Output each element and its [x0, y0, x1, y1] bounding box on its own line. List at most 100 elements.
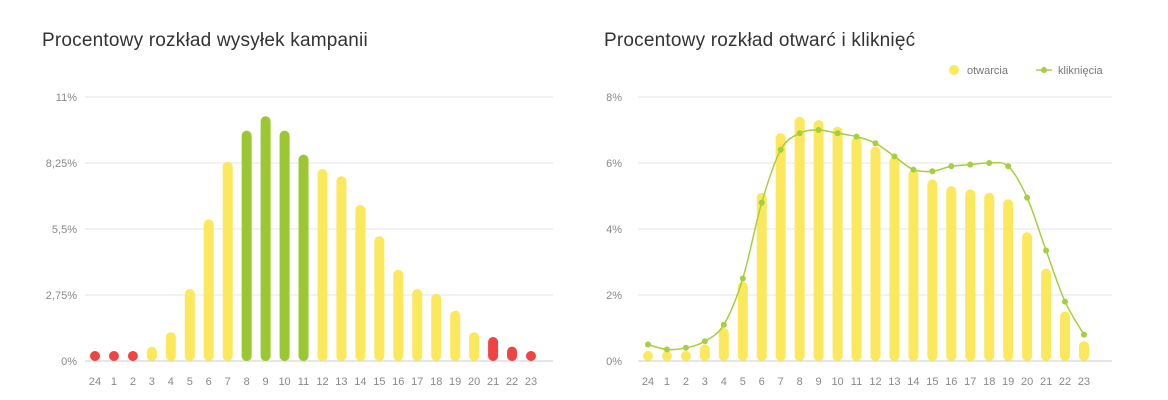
x-tick-label: 2 — [130, 376, 136, 388]
opens-bar-12 — [870, 146, 881, 361]
y-tick-label: 0% — [61, 356, 77, 368]
opens-bar-2 — [680, 351, 691, 361]
clicks-point-0 — [645, 341, 651, 348]
opens-bar-1 — [661, 351, 672, 361]
y-tick-label: 4% — [606, 224, 622, 236]
y-tick-label: 2,75% — [46, 290, 77, 302]
x-tick-label: 16 — [945, 376, 957, 388]
bar-4 — [165, 332, 176, 361]
opens-bar-7 — [775, 133, 786, 361]
x-tick-label: 24 — [642, 376, 654, 388]
x-tick-label: 8 — [244, 376, 250, 388]
opens-bar-0 — [643, 351, 653, 361]
x-tick-label: 19 — [449, 376, 461, 388]
x-tick-label: 10 — [831, 376, 843, 388]
opens-bar-19 — [1003, 199, 1014, 361]
bar-16 — [393, 269, 404, 361]
x-tick-label: 11 — [298, 376, 309, 388]
chart-title: Procentowy rozkład wysyłek kampanii — [42, 30, 368, 51]
x-tick-label: 3 — [149, 376, 155, 388]
legend-opens-swatch — [949, 65, 959, 75]
x-tick-label: 1 — [111, 376, 117, 388]
legend: otwarcia kliknięcia — [949, 65, 1104, 77]
opens-bar-5 — [737, 281, 748, 361]
x-tick-label: 15 — [926, 376, 938, 388]
clicks-point-16 — [948, 163, 955, 170]
opens-bar-23 — [1079, 341, 1089, 361]
legend-clicks-label: kliknięcia — [1058, 65, 1104, 77]
opens-bar-22 — [1060, 311, 1071, 361]
campaign-sends-chart: Procentowy rozkład wysyłek kampanii 0% 2,… — [42, 30, 553, 388]
bar-22 — [507, 346, 518, 361]
clicks-point-20 — [1024, 194, 1031, 201]
opens-bar-6 — [756, 192, 767, 361]
x-tick-label: 7 — [225, 376, 231, 388]
bar-0 — [90, 351, 100, 361]
bar-1 — [108, 351, 119, 361]
clicks-point-17 — [967, 161, 974, 168]
x-tick-label: 19 — [1002, 376, 1014, 388]
x-tick-label: 14 — [354, 376, 366, 388]
y-tick-label: 8,25% — [46, 158, 77, 170]
x-tick-label: 6 — [206, 376, 212, 388]
x-tick-label: 11 — [851, 376, 862, 388]
clicks-point-10 — [834, 130, 841, 137]
clicks-point-8 — [796, 130, 803, 137]
clicks-point-21 — [1043, 247, 1050, 254]
x-tick-label: 9 — [816, 376, 822, 388]
opens-bar-20 — [1022, 232, 1033, 361]
bar-18 — [431, 293, 442, 361]
bar-9 — [260, 116, 271, 361]
clicks-point-11 — [853, 133, 860, 140]
x-tick-label: 18 — [983, 376, 995, 388]
x-tick-label: 5 — [187, 376, 193, 388]
clicks-point-19 — [1005, 163, 1012, 170]
x-tick-label: 20 — [1021, 376, 1033, 388]
opens-bar-8 — [794, 116, 805, 361]
x-tick-label: 10 — [278, 376, 290, 388]
x-tick-label: 1 — [664, 376, 670, 388]
bar-21 — [488, 337, 499, 361]
x-tick-label: 9 — [263, 376, 269, 388]
opens-bar-15 — [927, 179, 938, 361]
x-tick-label: 7 — [778, 376, 784, 388]
x-tick-label: 16 — [392, 376, 404, 388]
clicks-point-22 — [1062, 298, 1069, 305]
opens-clicks-chart-plot: 0%2%4%6%8%24 1 2 3 4 5 6 7 8 9 10 11 12 13 14 15 16 17 18 1… — [606, 65, 1112, 388]
x-tick-label: 21 — [1040, 376, 1052, 388]
x-tick-label: 22 — [1059, 376, 1071, 388]
clicks-point-7 — [777, 146, 784, 153]
bar-15 — [374, 236, 385, 361]
x-tick-label: 13 — [335, 376, 347, 388]
opens-bar-4 — [718, 328, 729, 361]
y-tick-label: 2% — [606, 290, 622, 302]
bar-8 — [241, 130, 252, 361]
legend-clicks-swatch — [1041, 67, 1047, 73]
x-tick-label: 4 — [168, 376, 174, 388]
opens-bar-16 — [946, 186, 957, 361]
y-tick-label: 8% — [606, 92, 622, 104]
x-tick-label: 23 — [525, 376, 537, 388]
bar-7 — [222, 161, 233, 361]
x-tick-label: 17 — [411, 376, 423, 388]
bar-2 — [127, 351, 138, 361]
x-tick-label: 2 — [683, 376, 689, 388]
opens-bar-3 — [699, 344, 710, 361]
clicks-point-9 — [815, 127, 822, 133]
clicks-point-4 — [720, 321, 727, 328]
x-tick-label: 20 — [468, 376, 480, 388]
clicks-point-2 — [682, 344, 689, 351]
bar-13 — [336, 176, 347, 361]
x-tick-label: 23 — [1078, 376, 1090, 388]
bar-20 — [469, 332, 480, 361]
x-tick-label: 21 — [487, 376, 499, 388]
x-tick-label: 6 — [759, 376, 765, 388]
y-tick-label: 11% — [56, 92, 77, 104]
x-tick-label: 8 — [797, 376, 803, 388]
opens-bar-11 — [851, 136, 862, 361]
opens-bar-13 — [889, 156, 900, 361]
clicks-point-5 — [739, 275, 746, 282]
x-tick-label: 18 — [430, 376, 442, 388]
opens-bar-10 — [832, 126, 843, 361]
x-tick-label: 3 — [702, 376, 708, 388]
